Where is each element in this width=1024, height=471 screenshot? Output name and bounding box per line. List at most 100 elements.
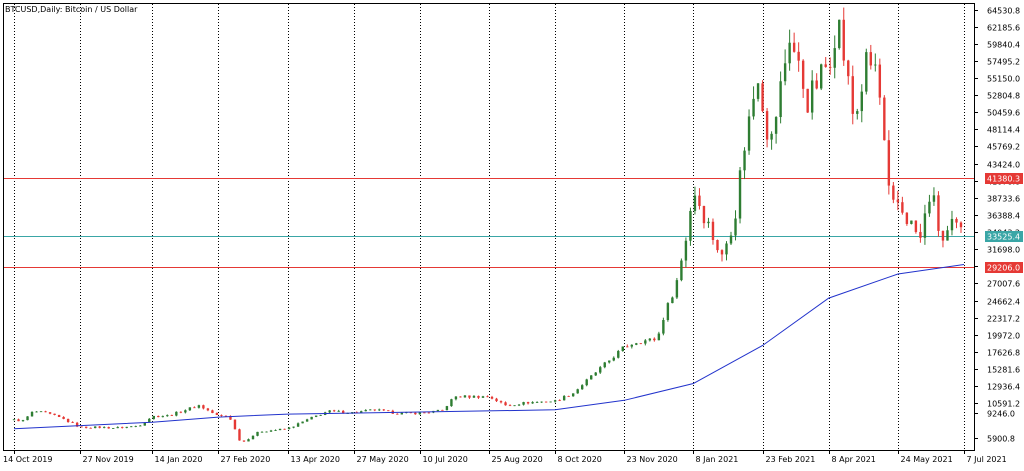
candle-bull	[260, 431, 264, 433]
candle-bear	[914, 220, 918, 232]
y-tick-label: 17626.8	[987, 349, 1020, 358]
candle-bull	[134, 426, 137, 427]
x-tick-label: 27 Feb 2020	[221, 455, 271, 464]
level-badge-current	[985, 231, 1023, 242]
candle-bull	[689, 210, 692, 241]
candle-bear	[409, 412, 413, 414]
candle-bull	[752, 98, 755, 117]
candle-bear	[495, 398, 498, 402]
candle-bull	[774, 117, 778, 134]
candle-bull	[662, 320, 665, 334]
candle-bull	[562, 396, 566, 401]
candle-bear	[66, 418, 70, 423]
candle-bear	[242, 440, 246, 442]
candle-bull	[756, 83, 760, 99]
candle-bear	[477, 395, 480, 398]
candle-bear	[544, 401, 548, 403]
candle-bull	[810, 80, 814, 113]
candle-bear	[869, 52, 873, 66]
vertical-grid	[14, 4, 965, 450]
y-tick-label: 22317.2	[987, 315, 1020, 324]
horizontal-levels	[4, 178, 974, 268]
candle-bull	[12, 419, 16, 421]
candle-bull	[148, 418, 151, 423]
candle-bull	[369, 409, 372, 411]
candle-bull	[269, 430, 273, 432]
candle-bear	[215, 413, 219, 415]
candle-bear	[62, 416, 65, 419]
candle-bull	[287, 427, 291, 430]
x-tick-label: 25 Aug 2020	[492, 455, 543, 464]
candle-bull	[932, 195, 936, 202]
level-price-label: 29206.0	[987, 264, 1020, 273]
x-tick-label: 14 Oct 2019	[3, 455, 52, 464]
candle-bear	[238, 429, 241, 441]
candle-bull	[594, 372, 597, 376]
candle-bull	[517, 404, 521, 406]
candle-bear	[157, 415, 160, 418]
candle-bull	[571, 393, 575, 397]
candle-bear	[761, 83, 764, 112]
candle-bear	[937, 195, 940, 231]
candle-bull	[630, 344, 634, 347]
candle-bull	[603, 362, 606, 368]
candle-bear	[53, 413, 56, 415]
candle-bull	[644, 340, 647, 344]
y-tick-label: 9246.0	[987, 410, 1015, 419]
candle-bear	[193, 407, 196, 409]
candle-bull	[621, 346, 624, 352]
candle-bull	[278, 428, 282, 431]
candle-bear	[702, 206, 706, 224]
candle-bull	[648, 338, 652, 341]
candle-bull	[418, 412, 422, 415]
candle-bear	[847, 60, 850, 77]
y-tick-label: 36388.4	[987, 212, 1020, 221]
candle-bear	[98, 426, 101, 428]
x-tick-label: 24 May 2021	[901, 455, 953, 464]
candle-bear	[765, 111, 769, 140]
candle-bull	[635, 343, 638, 345]
candle-bull	[590, 375, 593, 380]
candle-bull	[576, 389, 579, 394]
candle-bull	[608, 360, 611, 363]
candle-bull	[531, 402, 534, 404]
candle-bear	[80, 426, 83, 428]
x-tick-label: 8 Oct 2020	[558, 455, 602, 464]
y-tick-label: 50459.6	[987, 109, 1020, 118]
candle-bull	[950, 218, 954, 231]
candle-bear	[387, 410, 390, 412]
candle-bull	[819, 64, 823, 89]
candle-bull	[860, 91, 863, 112]
candle-bull	[328, 410, 331, 413]
candle-bear	[499, 401, 503, 403]
y-tick-label: 31698.0	[987, 246, 1020, 255]
candle-bull	[102, 427, 106, 428]
candle-bull	[116, 427, 119, 429]
candle-bear	[427, 412, 431, 414]
candle-bull	[910, 220, 913, 224]
candle-bear	[459, 396, 462, 398]
candle-bear	[396, 413, 399, 415]
y-tick-label: 52804.8	[987, 92, 1020, 101]
candle-bull	[463, 395, 467, 398]
candle-bear	[716, 239, 719, 251]
candle-bear	[824, 64, 827, 67]
candle-bear	[48, 412, 52, 414]
y-tick-label: 38733.6	[987, 195, 1020, 204]
moving-average-series	[13, 264, 965, 430]
candle-bull	[553, 400, 557, 402]
time-axis: 14 Oct 2019 27 Nov 2019 14 Jan 2020 27 Feb …	[3, 450, 1007, 464]
candle-bear	[851, 76, 854, 114]
candle-bull	[680, 260, 683, 281]
candle-bull	[856, 111, 859, 114]
candle-bear	[711, 221, 715, 240]
candle-bull	[770, 133, 773, 140]
candle-bull	[833, 48, 836, 68]
candle-bull	[738, 170, 742, 219]
candle-bear	[373, 409, 376, 411]
candle-bull	[310, 416, 313, 420]
candle-bull	[445, 406, 449, 411]
y-tick-label: 43424.0	[987, 161, 1020, 170]
